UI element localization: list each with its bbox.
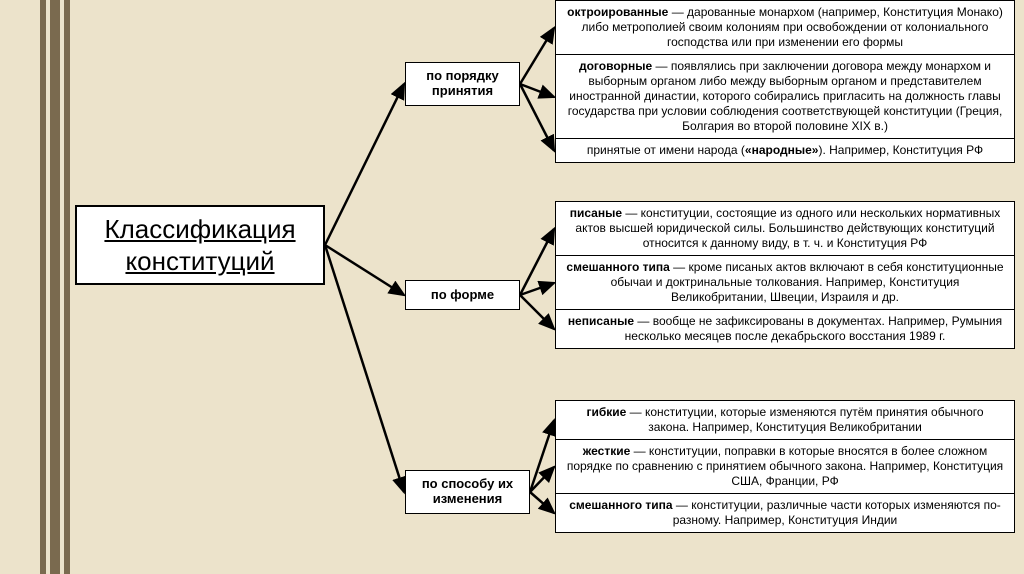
root-title: Классификация конституций	[83, 213, 317, 278]
category-c1: по порядку принятия	[405, 62, 520, 106]
group-c3-row-0: гибкие — конституции, которые изменяются…	[556, 401, 1014, 440]
root-node: Классификация конституций	[75, 205, 325, 285]
group-c1-row-0: октроированные — дарованные монархом (на…	[556, 1, 1014, 55]
group-c1: октроированные — дарованные монархом (на…	[555, 0, 1015, 163]
group-c3: гибкие — конституции, которые изменяются…	[555, 400, 1015, 533]
category-c3: по способу их изменения	[405, 470, 530, 514]
group-c2-row-0: писаные — конституции, состоящие из одно…	[556, 202, 1014, 256]
group-c2-row-2: неписаные — вообще не зафиксированы в до…	[556, 310, 1014, 348]
group-c2-row-1: смешанного типа — кроме писаных актов вк…	[556, 256, 1014, 310]
group-c1-row-2: принятые от имени народа («народные»). Н…	[556, 139, 1014, 162]
group-c3-row-2: смешанного типа — конституции, различные…	[556, 494, 1014, 532]
group-c3-row-1: жесткие — конституции, поправки в которы…	[556, 440, 1014, 494]
group-c2: писаные — конституции, состоящие из одно…	[555, 201, 1015, 349]
category-c2: по форме	[405, 280, 520, 310]
group-c1-row-1: договорные — появлялись при заключении д…	[556, 55, 1014, 139]
decorative-stripe	[40, 0, 70, 574]
